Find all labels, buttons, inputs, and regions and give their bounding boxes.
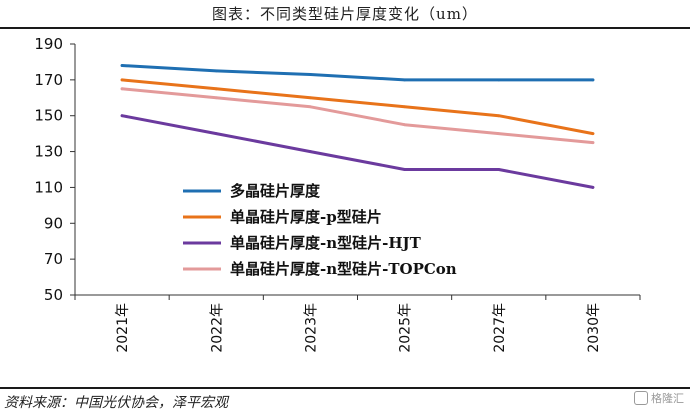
watermark-logo-icon (634, 391, 648, 405)
series-4-point (497, 132, 501, 136)
y-tick-label: 90 (44, 214, 63, 232)
series-4-point (309, 105, 312, 109)
series-1-point (214, 69, 218, 73)
legend-label-2: 单晶硅片厚度-p型硅片 (230, 208, 382, 226)
chart-series (120, 64, 595, 189)
y-tick-label: 150 (34, 107, 63, 125)
legend-label-4: 单晶硅片厚度-n型硅片-TOPCon (230, 260, 457, 278)
series-2-point (403, 105, 406, 109)
series-2-point (214, 87, 218, 91)
x-tick-label: 2025年 (398, 303, 414, 353)
bottom-rule (0, 387, 690, 389)
series-line-3 (120, 114, 595, 189)
series-4-point (120, 87, 124, 91)
series-2-point (591, 132, 595, 136)
top-rule (0, 27, 690, 29)
chart-title: 图表：不同类型硅片厚度变化（um） (212, 5, 478, 23)
series-2-point (309, 96, 312, 100)
legend-label-3: 单晶硅片厚度-n型硅片-HJT (230, 234, 422, 252)
series-line-1 (120, 64, 595, 82)
legend-label-1: 多晶硅片厚度 (230, 182, 321, 200)
series-3-point (120, 114, 124, 118)
series-1-point (403, 78, 406, 82)
source-note: 资料来源：中国光伏协会，泽平宏观 (4, 395, 228, 411)
x-tick-label: 2030年 (586, 303, 602, 353)
y-tick-label: 130 (34, 143, 63, 161)
x-tick-label: 2021年 (115, 303, 131, 353)
y-tick-label: 110 (34, 178, 63, 196)
series-1-point (497, 78, 501, 82)
series-3-point (497, 168, 501, 171)
series-line-2 (120, 78, 595, 136)
series-1-point (120, 64, 124, 67)
series-3-point (403, 168, 406, 171)
y-tick-label: 190 (34, 35, 63, 53)
series-3-point (309, 150, 312, 153)
series-4-point (591, 141, 595, 145)
x-tick-label: 2027年 (492, 303, 508, 353)
chart-axes: 50 70 90 110 130 150 170 190 2021年 2022年 2023年 2025… (34, 35, 641, 353)
series-line-4 (120, 87, 595, 145)
x-tick-label: 2023年 (303, 303, 319, 353)
x-tick-label: 2022年 (209, 303, 225, 353)
series-2-point (120, 78, 124, 82)
series-3-point (591, 186, 595, 189)
series-1-point (309, 73, 312, 76)
series-4-point (403, 123, 406, 127)
series-2-point (497, 114, 501, 118)
series-3-point (214, 132, 218, 136)
series-4-point (214, 96, 218, 100)
series-1-point (591, 78, 595, 82)
line-chart: 50 70 90 110 130 150 170 190 2021年 2022年 2023年 2025… (34, 35, 641, 353)
y-tick-label: 170 (34, 71, 63, 89)
y-tick-label: 50 (44, 286, 63, 304)
watermark-text: 格隆汇 (651, 392, 684, 405)
watermark: 格隆汇 (634, 390, 684, 406)
y-tick-label: 70 (44, 250, 63, 268)
